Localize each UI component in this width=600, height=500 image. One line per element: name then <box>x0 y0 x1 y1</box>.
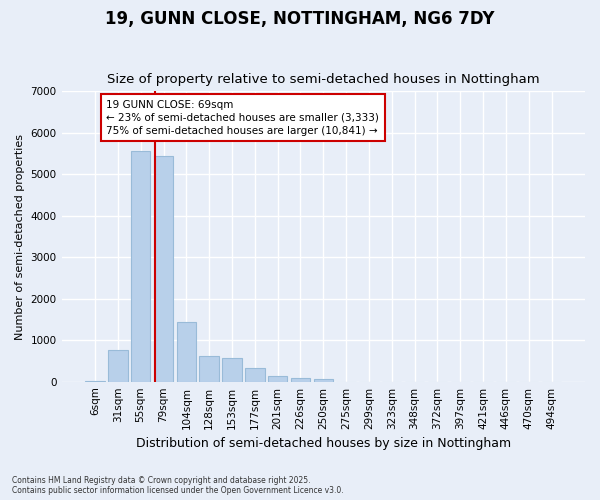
Bar <box>291 378 310 382</box>
Bar <box>108 350 128 382</box>
Text: 19, GUNN CLOSE, NOTTINGHAM, NG6 7DY: 19, GUNN CLOSE, NOTTINGHAM, NG6 7DY <box>105 10 495 28</box>
Title: Size of property relative to semi-detached houses in Nottingham: Size of property relative to semi-detach… <box>107 73 539 86</box>
Bar <box>176 322 196 382</box>
X-axis label: Distribution of semi-detached houses by size in Nottingham: Distribution of semi-detached houses by … <box>136 437 511 450</box>
Bar <box>268 376 287 382</box>
Bar <box>199 356 219 382</box>
Bar <box>85 381 105 382</box>
Bar <box>222 358 242 382</box>
Bar <box>131 152 151 382</box>
Y-axis label: Number of semi-detached properties: Number of semi-detached properties <box>15 134 25 340</box>
Bar <box>314 379 333 382</box>
Bar <box>154 156 173 382</box>
Text: 19 GUNN CLOSE: 69sqm
← 23% of semi-detached houses are smaller (3,333)
75% of se: 19 GUNN CLOSE: 69sqm ← 23% of semi-detac… <box>106 100 379 136</box>
Bar <box>245 368 265 382</box>
Text: Contains HM Land Registry data © Crown copyright and database right 2025.
Contai: Contains HM Land Registry data © Crown c… <box>12 476 344 495</box>
